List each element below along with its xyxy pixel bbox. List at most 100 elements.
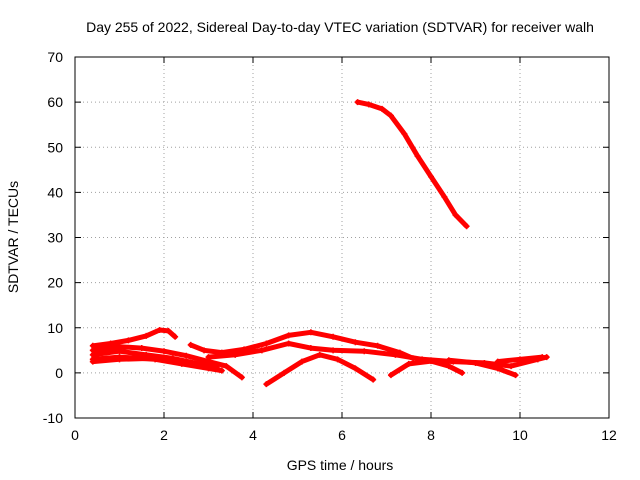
x-tick-label: 6 <box>338 427 346 443</box>
y-tick-label: 0 <box>55 365 63 381</box>
y-tick-label: 30 <box>47 230 63 246</box>
data-point <box>238 374 245 381</box>
data-point <box>187 341 194 348</box>
data-point <box>298 358 305 365</box>
data-point <box>352 339 359 346</box>
y-tick-label: 10 <box>47 320 63 336</box>
series-track-12 <box>354 99 470 230</box>
data-point <box>285 340 292 347</box>
data-point <box>330 333 337 340</box>
data-point <box>379 105 386 112</box>
data-point <box>334 356 341 363</box>
series-track-9 <box>387 358 466 379</box>
data-point <box>116 356 123 363</box>
data-point <box>441 193 448 200</box>
data-point <box>156 327 163 334</box>
data-point <box>174 358 181 365</box>
data-point <box>161 348 167 355</box>
chart-title: Day 255 of 2022, Sidereal Day-to-day VTE… <box>86 19 594 35</box>
x-tick-label: 12 <box>601 427 617 443</box>
series-track-2 <box>89 343 245 381</box>
data-point <box>232 351 239 358</box>
data-point <box>125 337 132 344</box>
data-point <box>147 355 154 362</box>
axes: 0 2 4 6 8 10 12 -10 0 10 20 30 40 50 60 70 <box>43 49 617 443</box>
data-point <box>258 347 265 354</box>
data-point <box>183 352 190 359</box>
data-point <box>285 332 292 339</box>
data-point <box>428 358 434 365</box>
data-point <box>361 348 368 355</box>
data-point <box>387 372 394 379</box>
data-point <box>223 363 230 370</box>
data-point <box>354 99 361 106</box>
data-point <box>165 327 172 334</box>
data-point <box>365 101 372 108</box>
data-point <box>445 363 452 370</box>
data-point <box>172 333 179 340</box>
grid-lines <box>75 57 609 418</box>
data-point <box>445 357 452 364</box>
data-point <box>352 365 359 372</box>
data-point <box>330 347 337 354</box>
y-tick-label: 70 <box>47 49 63 65</box>
data-point <box>316 351 323 358</box>
data-point <box>508 363 515 370</box>
data-point <box>263 340 270 347</box>
data-point <box>414 153 421 160</box>
data-point <box>401 130 408 137</box>
y-tick-label: 50 <box>47 139 63 155</box>
y-tick-label: 60 <box>47 94 63 110</box>
data-point <box>459 369 466 376</box>
data-point <box>138 345 145 352</box>
x-tick-label: 10 <box>512 427 528 443</box>
series-line <box>446 357 518 378</box>
data-point <box>405 360 412 367</box>
series-track-8 <box>263 351 377 388</box>
data-point <box>472 359 479 366</box>
y-tick-label: -10 <box>43 410 63 426</box>
x-tick-label: 0 <box>71 427 79 443</box>
data-point <box>281 369 288 376</box>
data-point <box>374 342 381 349</box>
series-line <box>90 355 180 365</box>
data-point <box>463 223 470 230</box>
y-tick-label: 40 <box>47 184 63 200</box>
x-tick-label: 2 <box>160 427 168 443</box>
data-point <box>452 211 459 218</box>
series-line <box>90 348 220 371</box>
data-point <box>387 112 394 119</box>
series-line <box>355 99 470 229</box>
data-point <box>263 381 270 388</box>
y-axis-label: SDTVAR / TECUs <box>5 181 21 293</box>
data-point <box>370 376 377 383</box>
series-track-11 <box>494 354 546 365</box>
data-point <box>178 360 185 367</box>
series-line <box>206 341 550 369</box>
data-point <box>494 358 501 365</box>
series-track-10 <box>445 357 519 379</box>
series-line <box>90 344 245 380</box>
data-point <box>143 332 150 339</box>
y-tick-label: 20 <box>47 275 63 291</box>
data-point <box>517 356 523 363</box>
data-point <box>218 367 225 374</box>
data-point <box>392 351 399 358</box>
data-series <box>89 99 550 388</box>
x-tick-label: 8 <box>427 427 435 443</box>
series-track-5 <box>89 355 181 365</box>
data-point <box>116 348 123 355</box>
data-point <box>539 354 546 361</box>
data-point <box>512 372 519 379</box>
data-point <box>201 347 208 354</box>
data-point <box>205 354 212 361</box>
data-point <box>494 365 501 372</box>
data-point <box>307 345 314 352</box>
data-point <box>89 358 96 365</box>
data-point <box>307 329 314 336</box>
x-tick-label: 4 <box>249 427 257 443</box>
data-point <box>428 173 434 180</box>
data-point <box>205 365 212 372</box>
